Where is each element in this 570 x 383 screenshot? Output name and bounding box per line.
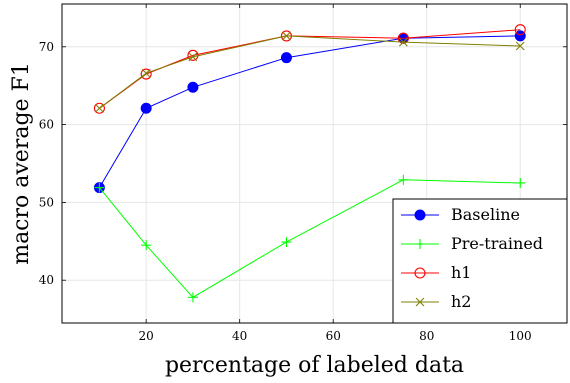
data-point: [515, 177, 526, 188]
legend-item-baseline: Baseline: [401, 205, 520, 224]
data-point: [514, 30, 526, 42]
x-axis-label: percentage of labeled data: [165, 353, 464, 378]
series-line: [99, 35, 521, 109]
x-tick-label: 20: [139, 329, 154, 343]
data-point: [281, 237, 292, 248]
data-point: [141, 240, 152, 251]
data-point: [415, 297, 425, 307]
y-tick-label: 40: [39, 273, 54, 287]
y-tick-label: 50: [39, 195, 54, 209]
data-point: [280, 52, 292, 64]
data-point: [141, 68, 151, 78]
series-h1: [93, 24, 526, 114]
legend-item-h2: h2: [401, 292, 471, 311]
data-point-stroke: [188, 52, 198, 62]
data-point-stroke: [415, 297, 425, 307]
x-tick-label: 40: [232, 329, 247, 343]
grid-lines: [62, 4, 567, 323]
data-point-stroke: [515, 41, 525, 51]
y-tick-label: 60: [39, 118, 54, 132]
data-point: [397, 32, 409, 44]
data-point: [398, 37, 408, 47]
data-point: [94, 182, 105, 193]
axis-ticks: 20 40 60 80 100 40 50 60 70: [39, 4, 567, 343]
data-point: [187, 292, 198, 303]
data-point: [188, 52, 198, 62]
x-tick-label: 60: [326, 329, 341, 343]
data-point: [140, 68, 152, 80]
data-point: [414, 209, 426, 221]
data-point: [415, 239, 425, 249]
legend-item-h1: h1: [401, 263, 471, 282]
data-point: [514, 24, 526, 36]
data-point-stroke: [398, 37, 408, 47]
legend-item-pre-trained: Pre-trained: [401, 234, 543, 253]
legend-label: Pre-trained: [451, 234, 543, 253]
x-tick-label: 80: [419, 329, 434, 343]
legend-label: h1: [451, 263, 471, 282]
legend-label: Baseline: [451, 205, 520, 224]
series-layer: [93, 24, 526, 303]
data-point: [282, 31, 291, 41]
legend-label: h2: [451, 292, 471, 311]
x-tick-label: 100: [509, 329, 532, 343]
series-line: [99, 179, 521, 298]
y-tick-label: 70: [39, 40, 54, 54]
data-point: [93, 102, 105, 114]
data-point: [187, 81, 199, 93]
series-h2: [95, 31, 525, 113]
data-point-stroke: [141, 68, 151, 78]
series-baseline: [93, 30, 526, 194]
data-point-stroke: [282, 31, 291, 41]
legend: Baseline Pre-trained h1 h2: [392, 198, 568, 324]
data-point: [140, 102, 152, 114]
y-axis-label: macro average F1: [9, 62, 34, 265]
data-point-stroke: [95, 103, 104, 113]
data-point: [414, 267, 426, 279]
series-line: [99, 29, 521, 109]
data-point: [95, 103, 104, 113]
series-pre-trained: [94, 174, 526, 303]
data-point: [398, 174, 409, 185]
plot-area: [61, 3, 568, 324]
series-line: [98, 35, 521, 188]
data-point: [515, 41, 525, 51]
